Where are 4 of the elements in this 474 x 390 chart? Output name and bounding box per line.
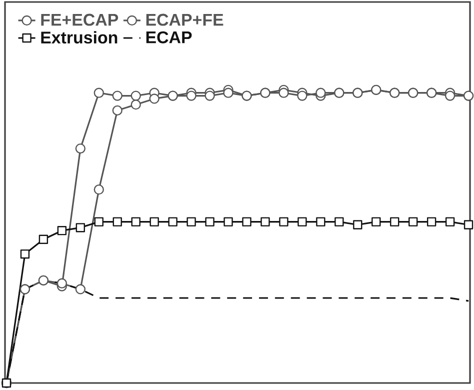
legend-label: FE+ECAP bbox=[41, 14, 118, 26]
legend-label: ECAP bbox=[146, 31, 192, 44]
legend-label: Extrusion bbox=[41, 31, 118, 44]
legend-label: ECAP+FE bbox=[146, 14, 224, 26]
